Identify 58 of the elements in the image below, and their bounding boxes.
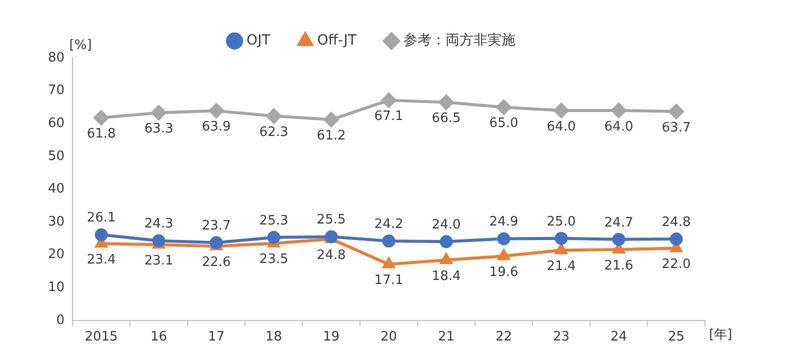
y-tick-label: 10 [48,280,65,295]
x-tick-label: 17 [208,330,225,345]
data-label: 63.3 [144,122,174,137]
data-label: 24.3 [144,216,174,232]
x-tick-label: 16 [150,330,168,345]
y-tick-label: 20 [48,247,65,262]
data-label: 25.3 [259,213,288,228]
x-axis-title: [年] [709,327,732,342]
data-label: 62.3 [259,124,288,140]
x-tick-label: 23 [552,330,570,345]
data-label: 66.5 [432,111,461,126]
x-tick-label: 18 [266,330,282,345]
x-tick-label: 19 [323,330,340,345]
data-label: 64.0 [546,119,576,134]
data-label: 24.2 [374,216,404,232]
y-tick-label: 70 [48,83,65,98]
y-tick-label: 50 [48,148,65,164]
data-label: 26.1 [86,210,116,226]
data-label: 19.6 [489,264,518,280]
data-label: 64.0 [604,119,634,134]
data-label: 17.1 [374,273,404,288]
data-label: 24.7 [604,215,634,230]
data-label: 25.0 [546,214,576,230]
y-axis-title: [%] [69,38,92,53]
data-label: 61.2 [316,128,346,144]
data-label: 23.1 [144,254,174,269]
data-label: 65.0 [489,116,518,132]
data-label: 22.6 [202,255,231,270]
data-label: 63.9 [202,120,231,135]
data-label: 24.8 [662,214,691,230]
y-tick-label: 30 [48,214,65,230]
legend-label: Off-JT [317,32,357,49]
x-tick-label: 24 [610,330,628,345]
x-tick-label: 22 [495,330,512,345]
data-label: 67.1 [374,109,404,124]
data-label: 22.0 [662,257,691,272]
data-label: 24.8 [316,248,346,263]
data-label: 21.6 [604,258,634,274]
x-tick-label: 20 [380,330,398,345]
y-tick-label: 40 [48,182,65,197]
y-tick-label: 80 [48,50,65,66]
data-label: 21.4 [546,259,576,274]
data-label: 25.5 [316,212,346,228]
data-label: 23.7 [202,218,231,234]
data-label: 23.4 [86,252,116,268]
data-label: 24.9 [489,214,518,230]
data-label: 24.0 [432,218,461,233]
data-label: 63.7 [662,120,691,136]
data-label: 18.4 [432,268,461,284]
y-tick-label: 60 [48,116,65,131]
y-tick-label: 0 [56,312,65,328]
x-tick-label: 21 [438,330,455,345]
x-tick-label: 25 [668,330,685,345]
legend-label: 参考：両方非実施 [403,32,516,49]
legend-label: OJT [246,32,271,49]
x-tick-label: 2015 [84,330,118,345]
data-label: 61.8 [86,126,116,142]
data-label: 23.5 [259,252,288,268]
